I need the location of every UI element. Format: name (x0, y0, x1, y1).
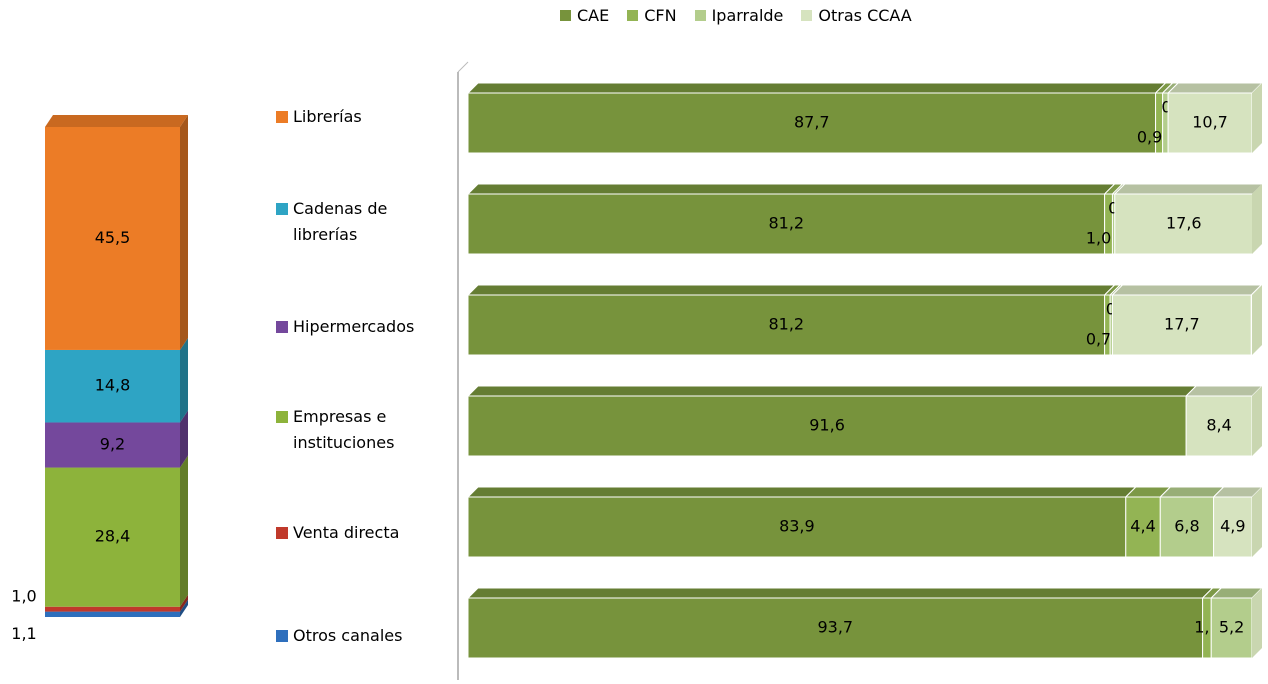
bar-top (1159, 486, 1225, 498)
bar-side (1252, 285, 1262, 355)
data-label: 0,9 (1137, 128, 1162, 147)
data-label: 83,9 (779, 517, 815, 536)
bar-segment (467, 597, 1204, 659)
legend-item: CAE (560, 6, 609, 25)
bar-segment (467, 496, 1127, 558)
legend-label: Hipermercados (293, 317, 415, 336)
legend-item: Venta directa (276, 520, 426, 546)
bar-segment (1213, 496, 1253, 558)
bar-segment (1159, 496, 1215, 558)
legend-label: Otras CCAA (818, 6, 912, 25)
legend-item: Iparralde (694, 6, 784, 25)
legend-item: Cadenas de librerías (276, 196, 426, 248)
bar-top (1113, 183, 1264, 195)
data-label: 0,7 (1086, 330, 1111, 349)
data-label: 81,2 (768, 214, 804, 233)
bar-top (466, 183, 1116, 195)
data-label: 17,6 (1166, 214, 1202, 233)
bar-segment (467, 395, 1187, 457)
legend-item: Empresas e instituciones (276, 404, 426, 456)
legend-item: Hipermercados (276, 314, 426, 340)
bar-top (466, 385, 1198, 397)
legend-item: Librerías (276, 104, 426, 130)
bar-segment (45, 349, 180, 423)
data-label: 5,2 (1219, 618, 1244, 637)
legend: CAE CFN Iparralde Otras CCAA (560, 6, 1030, 25)
bar-segment (1210, 597, 1253, 659)
legend-swatch (276, 527, 288, 539)
legend-item: Otros canales (276, 623, 426, 649)
bar-side (1252, 184, 1262, 254)
legend-item: CFN (627, 6, 677, 25)
legend-label: Librerías (293, 107, 362, 126)
bar-segment (1111, 294, 1252, 356)
bar-segment (45, 127, 180, 350)
bar-top (45, 115, 188, 127)
legend-swatch (801, 10, 813, 21)
bar-top (466, 82, 1167, 94)
bar-side (180, 599, 188, 617)
bar-segment (467, 294, 1106, 356)
bar-side (180, 115, 188, 350)
bar-side (1252, 588, 1262, 658)
legend-swatch (276, 203, 288, 215)
bar-top (1166, 82, 1264, 94)
data-label: 4,4 (1130, 517, 1155, 536)
bar-side (180, 594, 188, 612)
bar-segment (1185, 395, 1253, 457)
legend-swatch (276, 111, 288, 123)
data-label: 4,9 (1220, 517, 1245, 536)
data-label: 14,8 (95, 376, 131, 395)
bar-segment (45, 422, 180, 468)
data-label: 93,7 (817, 618, 853, 637)
legend-label: Empresas e instituciones (293, 407, 395, 452)
data-label: 91,6 (809, 416, 845, 435)
bar-segment (45, 467, 180, 607)
bar-top (1184, 385, 1264, 397)
data-label: 10,7 (1192, 113, 1228, 132)
data-label: 8,4 (1206, 416, 1231, 435)
data-label: 17,7 (1164, 315, 1200, 334)
bar-top (466, 587, 1214, 599)
data-label: 1,1 (11, 624, 36, 643)
bar-side (180, 410, 188, 468)
data-label: 6,8 (1174, 517, 1199, 536)
data-label: 28,4 (95, 527, 131, 546)
bar-side (1252, 83, 1262, 153)
bar-segment (45, 611, 180, 617)
bar-top (466, 486, 1137, 498)
data-label: 81,2 (768, 315, 804, 334)
data-label: 9,2 (100, 435, 125, 454)
bar-side (1252, 487, 1262, 557)
bar-segment (467, 92, 1157, 154)
legend-swatch (560, 10, 571, 21)
legend-label: Cadenas de librerías (293, 199, 388, 244)
legend-swatch (276, 630, 288, 642)
data-label: 45,5 (95, 228, 131, 247)
bar-side (180, 455, 188, 607)
bar-side (1252, 386, 1262, 456)
legend-swatch (276, 411, 288, 423)
legend-swatch (694, 10, 706, 21)
bar-side (180, 337, 188, 423)
legend-label: CFN (644, 6, 677, 25)
legend-label: Otros canales (293, 626, 403, 645)
axis-wall (457, 61, 469, 73)
legend-label: CAE (577, 6, 610, 25)
bar-segment (45, 606, 180, 612)
data-label: 1,0 (1086, 229, 1111, 248)
legend-swatch (276, 321, 288, 333)
data-label: 1,0 (11, 587, 36, 606)
bar-top (1111, 284, 1263, 296)
data-label: 87,7 (794, 113, 830, 132)
legend-item: Otras CCAA (801, 6, 912, 25)
bar-segment (1114, 193, 1254, 255)
legend-label: Venta directa (293, 523, 400, 542)
bar-top (466, 284, 1116, 296)
legend-label: Iparralde (711, 6, 784, 25)
legend-swatch (627, 10, 639, 21)
